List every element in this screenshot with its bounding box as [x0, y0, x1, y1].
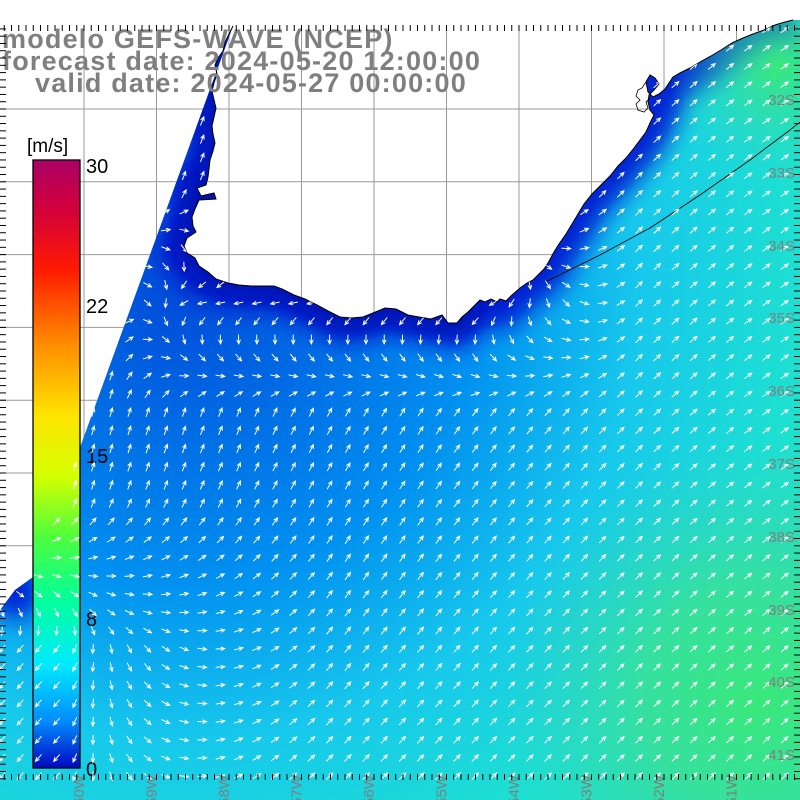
svg-text:51W: 51W [724, 774, 741, 800]
svg-text:53W: 53W [579, 774, 596, 800]
svg-text:36S: 36S [768, 383, 795, 400]
svg-text:35S: 35S [768, 310, 795, 327]
svg-text:57W: 57W [289, 774, 306, 800]
svg-text:58W: 58W [216, 774, 233, 800]
svg-text:38S: 38S [768, 529, 795, 546]
svg-text:56W: 56W [361, 774, 378, 800]
svg-text:39S: 39S [768, 602, 795, 619]
svg-text:54W: 54W [506, 774, 523, 800]
svg-text:60W: 60W [71, 774, 88, 800]
svg-text:41S: 41S [768, 747, 795, 764]
svg-text:55W: 55W [434, 774, 451, 800]
svg-text:[m/s]: [m/s] [27, 136, 68, 157]
svg-text:59W: 59W [144, 774, 161, 800]
svg-text:32S: 32S [768, 92, 795, 109]
svg-text:52W: 52W [651, 774, 668, 800]
svg-text:34S: 34S [768, 238, 795, 255]
svg-text:22: 22 [86, 296, 108, 318]
svg-text:30: 30 [86, 156, 108, 178]
svg-text:37S: 37S [768, 456, 795, 473]
svg-text:15: 15 [86, 446, 108, 468]
svg-text:40S: 40S [768, 674, 795, 691]
svg-text:33S: 33S [768, 165, 795, 182]
svg-text:valid date: 2024-05-27 00:00:0: valid date: 2024-05-27 00:00:00 [35, 68, 467, 98]
